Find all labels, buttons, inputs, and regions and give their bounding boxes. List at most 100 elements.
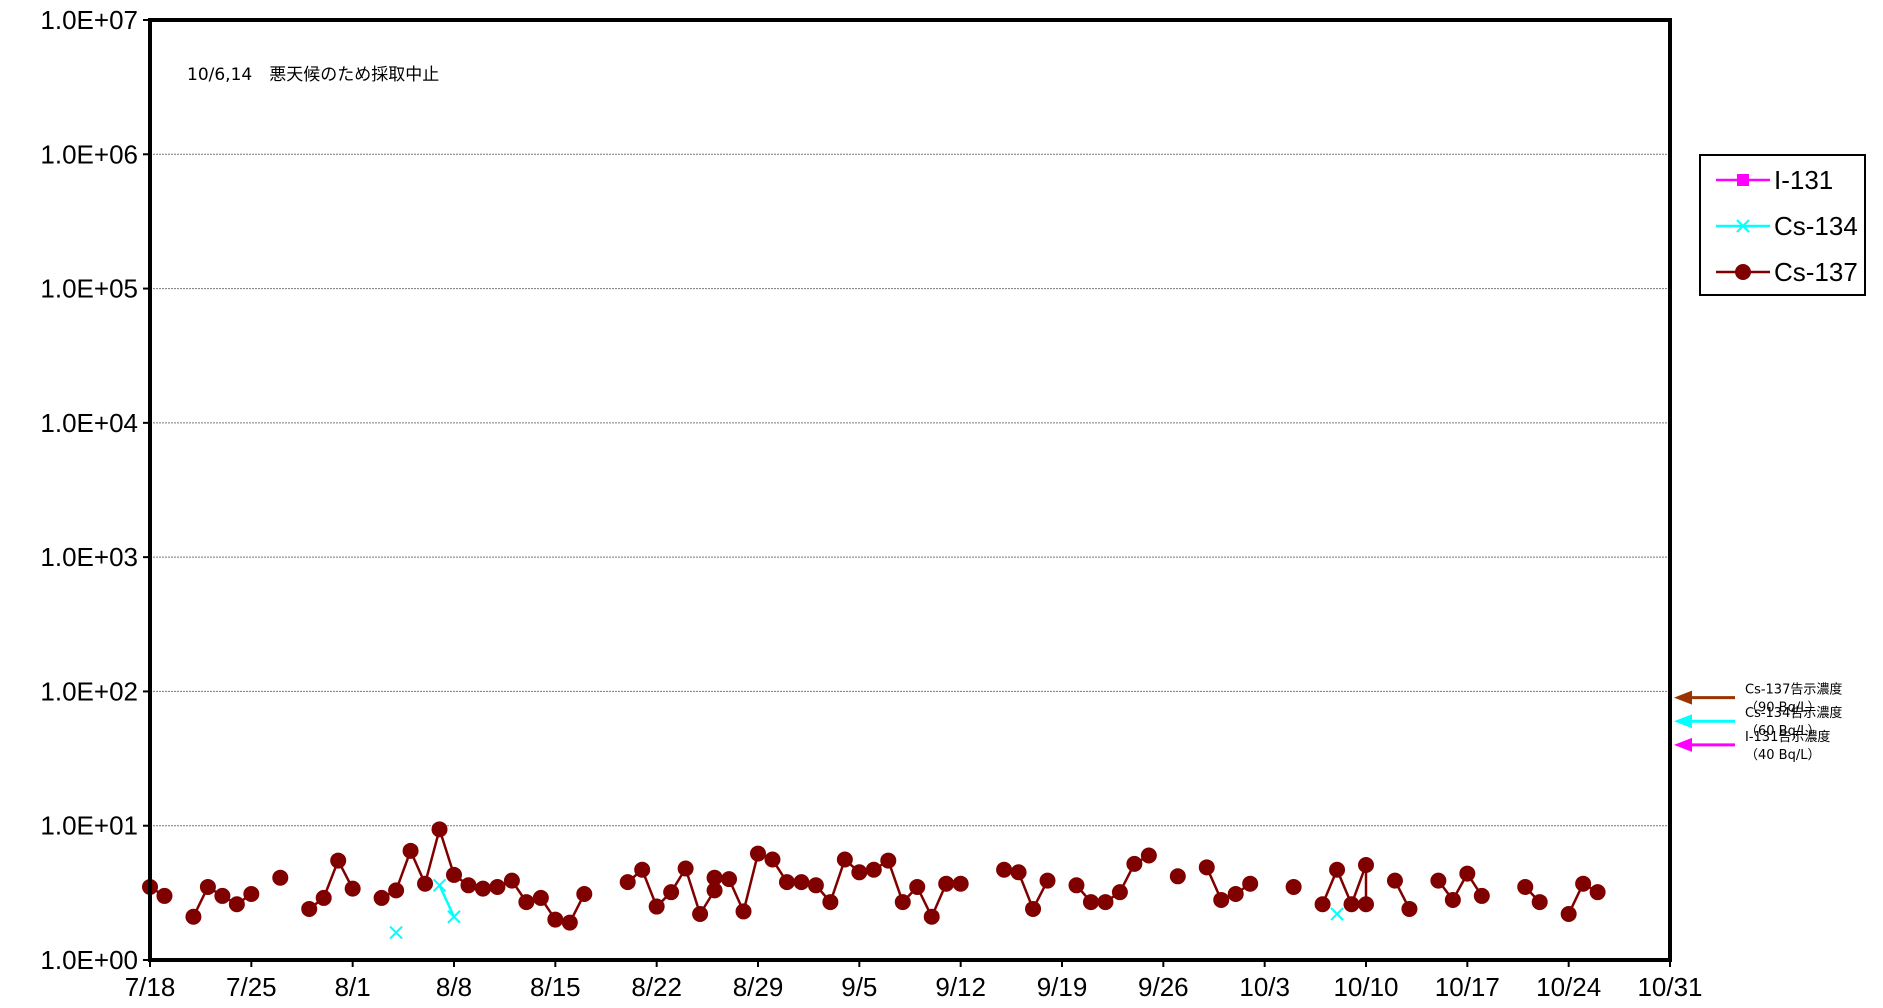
data-point xyxy=(1343,896,1360,913)
data-point xyxy=(822,894,839,911)
data-point xyxy=(301,900,318,917)
reference-arrow: I-131告示濃度 （40 Bq/L） xyxy=(1674,729,1830,763)
data-point xyxy=(1358,856,1374,873)
data-point xyxy=(1560,906,1577,923)
data-point xyxy=(735,903,752,920)
data-point xyxy=(750,845,766,862)
data-point xyxy=(228,896,245,913)
data-point xyxy=(199,878,216,895)
legend-label: I-131 xyxy=(1774,165,1833,195)
data-point xyxy=(518,894,535,911)
x-tick-label: 9/5 xyxy=(841,972,877,1002)
data-point xyxy=(1330,907,1344,921)
data-point xyxy=(1517,878,1534,895)
reference-arrow: Cs-137告示濃度 （90 Bq/L） xyxy=(1674,682,1842,716)
data-point xyxy=(330,852,347,869)
data-point xyxy=(1575,875,1592,892)
data-point xyxy=(1097,894,1114,911)
data-point xyxy=(576,886,593,903)
data-point xyxy=(1010,864,1027,881)
data-point xyxy=(1111,884,1128,901)
data-point xyxy=(851,864,868,881)
data-point xyxy=(489,878,506,895)
data-point xyxy=(402,842,419,859)
y-tick-label: 1.0E+05 xyxy=(40,274,138,304)
data-point xyxy=(431,821,448,838)
data-point xyxy=(446,866,462,883)
y-tick-label: 1.0E+00 xyxy=(40,945,138,975)
reference-arrow: Cs-134告示濃度 （60 Bq/L） xyxy=(1674,705,1842,739)
data-point xyxy=(1082,894,1099,911)
reference-value: （40 Bq/L） xyxy=(1745,748,1820,763)
y-tick-label: 1.0E+02 xyxy=(40,676,138,706)
data-point xyxy=(532,889,549,906)
data-point xyxy=(1198,859,1215,876)
data-point xyxy=(1358,896,1374,913)
y-axis-ticks: 1.0E+00 1.0E+01 1.0E+02 1.0E+03 1.0E+04 1.0E+… xyxy=(40,5,150,975)
data-point xyxy=(344,880,361,897)
data-point xyxy=(1227,886,1244,903)
data-point xyxy=(243,886,260,903)
data-point xyxy=(417,875,434,892)
data-point xyxy=(764,851,781,868)
series-Cs-134 xyxy=(389,878,1344,940)
data-point xyxy=(432,878,447,893)
data-point xyxy=(1068,877,1085,894)
x-tick-label: 8/8 xyxy=(436,972,472,1002)
data-point xyxy=(1285,878,1302,895)
data-point xyxy=(1401,900,1418,917)
x-tick-label: 10/17 xyxy=(1435,972,1500,1002)
x-tick-label: 10/31 xyxy=(1637,972,1702,1002)
legend-marker xyxy=(1737,174,1749,186)
data-point xyxy=(807,877,824,894)
data-point xyxy=(1140,847,1157,864)
data-point xyxy=(388,882,405,899)
data-point xyxy=(793,874,810,891)
data-point xyxy=(1473,887,1490,904)
data-point xyxy=(648,898,665,915)
y-tick-label: 1.0E+01 xyxy=(40,811,138,841)
reference-label: I-131告示濃度 xyxy=(1745,729,1830,745)
data-point xyxy=(677,860,694,877)
data-point xyxy=(923,908,940,925)
x-tick-label: 9/26 xyxy=(1138,972,1189,1002)
series-segment xyxy=(742,853,760,912)
reference-value: （60 Bq/L） xyxy=(1745,724,1820,739)
data-point xyxy=(1531,894,1548,911)
reference-label: Cs-137告示濃度 xyxy=(1745,682,1842,698)
data-point xyxy=(315,889,332,906)
data-point xyxy=(836,851,853,868)
data-point xyxy=(938,875,955,892)
x-tick-label: 8/22 xyxy=(631,972,682,1002)
y-tick-label: 1.0E+04 xyxy=(40,408,138,438)
data-point xyxy=(909,878,926,895)
x-tick-label: 8/29 xyxy=(733,972,784,1002)
data-point xyxy=(1039,872,1056,889)
data-point xyxy=(474,880,491,897)
reference-label: Cs-134告示濃度 xyxy=(1745,705,1842,721)
y-tick-label: 1.0E+07 xyxy=(40,5,138,35)
x-tick-label: 7/25 xyxy=(226,972,277,1002)
data-point xyxy=(663,884,680,901)
data-point xyxy=(214,887,231,904)
legend-item: Cs-137 xyxy=(1716,257,1858,287)
reference-arrows: Cs-137告示濃度 （90 Bq/L）Cs-134告示濃度 （60 Bq/L）I-… xyxy=(1674,682,1842,763)
data-point xyxy=(1430,872,1447,889)
plot-series xyxy=(142,821,1606,940)
legend: I-131 Cs-134 Cs-137 xyxy=(1699,154,1866,296)
x-tick-label: 9/12 xyxy=(935,972,986,1002)
data-point xyxy=(561,914,578,931)
data-point xyxy=(1025,900,1042,917)
data-point xyxy=(996,861,1013,878)
legend-label: Cs-134 xyxy=(1774,211,1858,241)
y-tick-label: 1.0E+06 xyxy=(40,139,138,169)
annotation-text: 10/6,14 悪天候のため採取中止 xyxy=(187,65,439,85)
x-tick-label: 10/24 xyxy=(1536,972,1601,1002)
legend-label: Cs-137 xyxy=(1774,257,1858,287)
data-point xyxy=(1329,861,1346,878)
x-tick-label: 10/10 xyxy=(1333,972,1398,1002)
data-point xyxy=(389,925,403,940)
legend-marker xyxy=(1736,219,1750,233)
data-point xyxy=(1386,872,1403,889)
